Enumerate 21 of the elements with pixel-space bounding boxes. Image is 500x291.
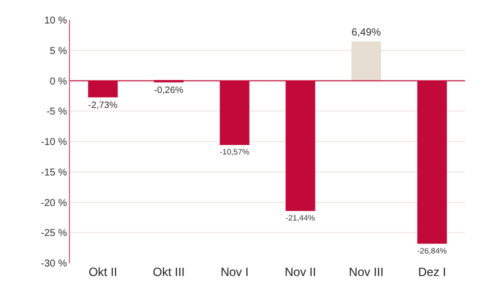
y-tick-label: -25 % — [40, 228, 68, 240]
y-tick-label: -10 % — [40, 137, 68, 148]
x-tick-label: Okt II — [88, 265, 118, 279]
data-label: -0,26% — [154, 84, 184, 95]
data-label: -10,57% — [220, 147, 250, 156]
data-label: -2,73% — [88, 100, 118, 110]
x-tick-label: Nov I — [220, 265, 249, 279]
data-label: 6,49% — [351, 27, 381, 38]
y-tick-label: -15 % — [40, 167, 68, 178]
x-tick-label: Dez I — [418, 265, 446, 279]
x-tick-label: Nov II — [284, 265, 316, 279]
y-tick-label: -30 % — [40, 258, 68, 270]
data-label: -21,44% — [286, 213, 316, 222]
x-tick-label: Okt III — [152, 265, 185, 279]
y-tick-label: 0 % — [50, 76, 68, 88]
y-tick-label: -20 % — [40, 198, 68, 209]
y-tick-label: 10 % — [44, 16, 68, 26]
y-tick-label: -5 % — [46, 106, 68, 118]
x-tick-label: Nov III — [348, 265, 384, 279]
y-tick-label: 5 % — [50, 46, 68, 57]
data-label: -26,84% — [417, 246, 447, 256]
